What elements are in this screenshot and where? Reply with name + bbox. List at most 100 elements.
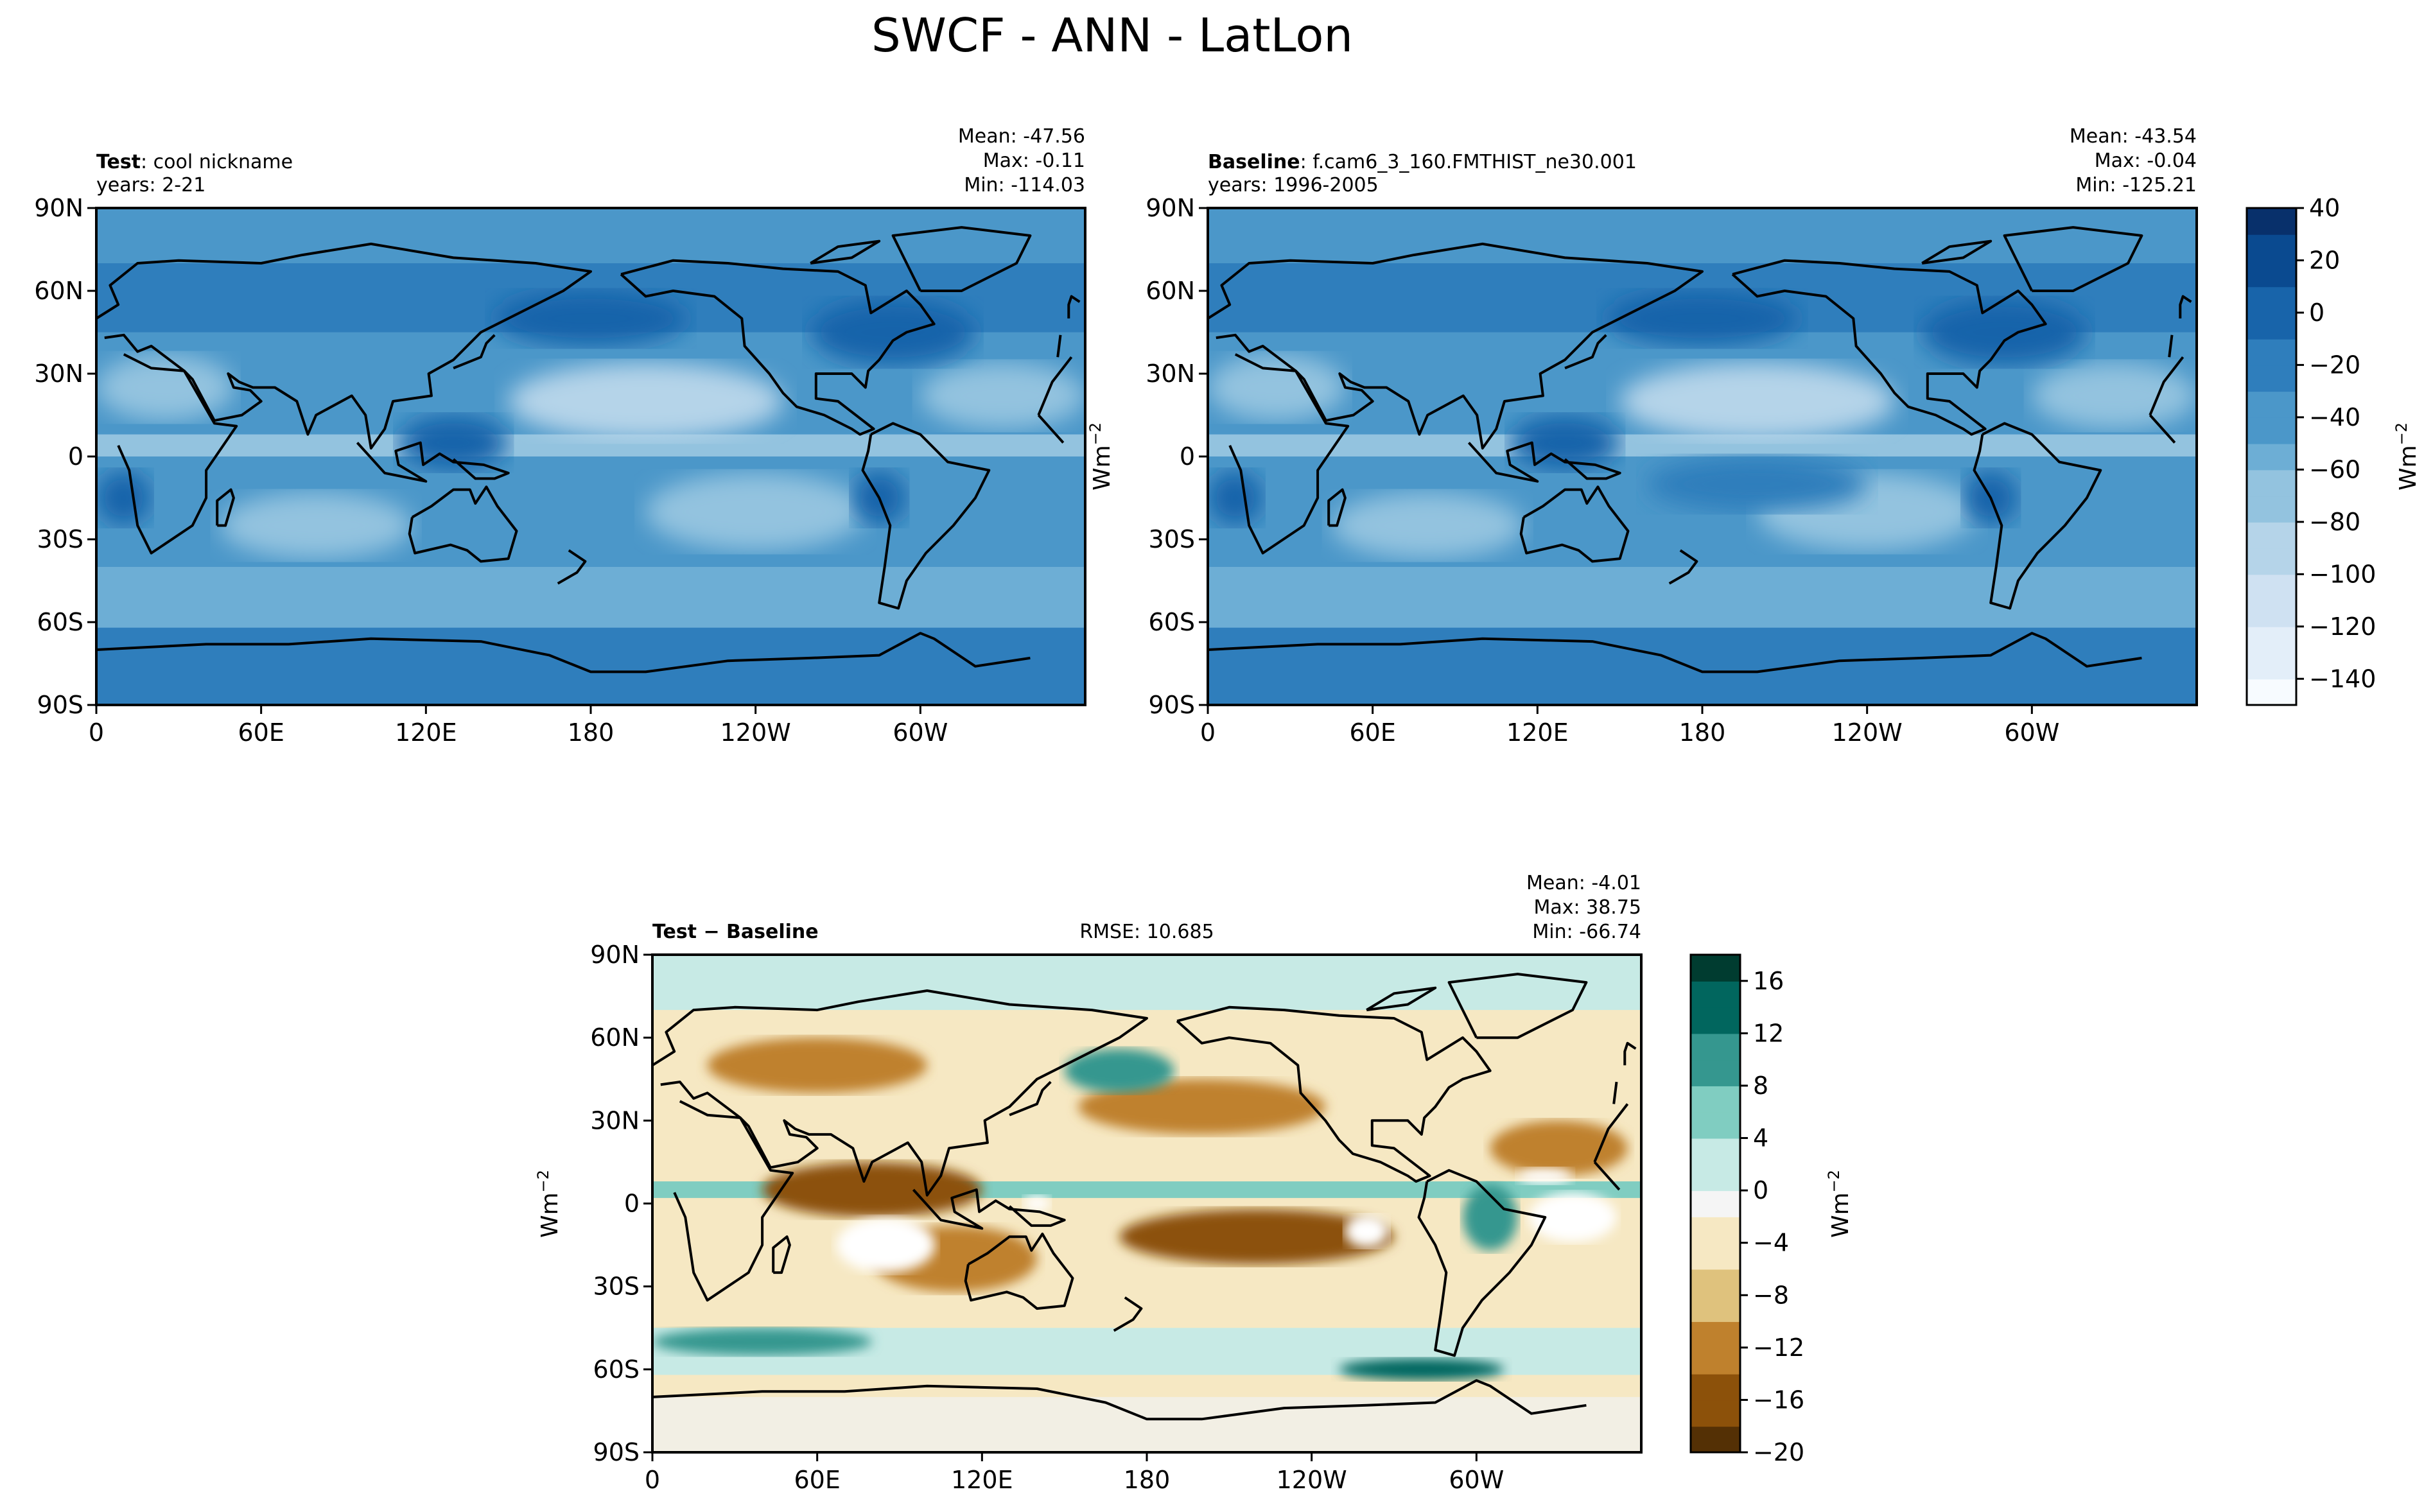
diff-madagascar-coast <box>772 1235 791 1274</box>
colorbar-blues-label-text: Wm <box>2395 445 2421 491</box>
baseline-mean: Mean: -43.54 <box>2070 125 2197 148</box>
diff-label: Test − Baseline <box>652 921 819 943</box>
colorbar-blues-tick-label: −140 <box>2309 665 2376 693</box>
diff-map-field <box>652 955 1641 1452</box>
field-warm-pool <box>398 415 509 471</box>
colorbar-diverging-label-text: Wm <box>1827 1192 1854 1238</box>
field-subtropical-indian <box>1331 492 1524 559</box>
colorbar-blues-swatch <box>2247 469 2296 497</box>
panel-difference: Test − Baseline RMSE: 10.685 Mean: -4.01… <box>534 872 1643 1494</box>
y-tick-label: 60N <box>1146 277 1195 305</box>
baseline-eurasia-coast <box>1208 242 2174 450</box>
test-coast-layer <box>96 226 1081 673</box>
diff-coastlines <box>652 973 1637 1421</box>
test-australia-coast <box>408 485 518 563</box>
colorbar-blues-swatch <box>2247 286 2296 313</box>
diff-north-pacific-negative <box>1078 1079 1326 1134</box>
x-tick-label: 120E <box>395 718 457 747</box>
colorbar-diverging-swatch <box>1691 1007 1740 1034</box>
colorbar-diverging-swatch <box>1691 1269 1740 1296</box>
test-mean: Mean: -47.56 <box>958 125 1085 148</box>
diff-x-axis: 0 60E 120E 180 120W 60W <box>645 1452 1504 1494</box>
colorbar-blues-tick-label: −100 <box>2309 560 2376 588</box>
baseline-coast-layer <box>1208 226 2192 673</box>
baseline-years: years: 1996-2005 <box>1208 174 1379 196</box>
colorbar-blues-swatch <box>2247 443 2296 471</box>
field-band-itcz <box>1208 434 2197 456</box>
field-north-pacific-storm <box>1606 291 1799 346</box>
colorbar-diverging-tick-label: −8 <box>1753 1281 1789 1309</box>
colorbar-blues-swatch <box>2247 626 2296 654</box>
baseline-japan-coast <box>1564 334 1607 370</box>
diff-africa-coast <box>673 1100 1629 1302</box>
baseline-indonesia-coast <box>1467 441 1621 483</box>
test-y-axis: 90N 60N 30N 0 30S 60S 90S <box>34 194 96 719</box>
test-x-axis: 0 60E 120E 180 120W 60W <box>89 705 948 747</box>
diff-ylabel-sup: −2 <box>534 1170 552 1192</box>
x-tick-label: 120E <box>1506 718 1569 747</box>
diff-drake-positive <box>1339 1358 1504 1381</box>
y-tick-label: 90N <box>1146 194 1195 222</box>
baseline-min: Min: -125.21 <box>2075 174 2197 196</box>
diff-southern-ocean-positive <box>652 1328 873 1356</box>
baseline-ylabel-sup: −2 <box>1086 422 1104 445</box>
diff-y-axis: 90N 60N 30N 0 30S 60S 90S <box>590 941 652 1466</box>
x-tick-label: 120W <box>1277 1466 1347 1494</box>
field-band-itcz <box>96 434 1085 456</box>
diff-eurasia-negative <box>707 1038 927 1093</box>
y-tick-label: 30N <box>1146 360 1195 388</box>
test-new-zealand-coast <box>557 549 587 585</box>
diff-rmse: RMSE: 10.685 <box>1079 921 1214 943</box>
field-subtropical-indian <box>220 492 412 559</box>
diff-band-arctic <box>652 955 1641 1011</box>
baseline-x-axis: 0 60E 120E 180 120W 60W <box>1200 705 2059 747</box>
field-baseline-cold-tongue <box>1647 456 1867 512</box>
colorbar-blues-label-sup: −2 <box>2393 422 2411 445</box>
diff-uk-coast <box>1623 1041 1637 1066</box>
x-tick-label: 60E <box>238 718 284 747</box>
colorbar-blues-tick-label: 20 <box>2309 246 2340 274</box>
colorbar-blues-swatch <box>2247 548 2296 575</box>
y-tick-label: 30N <box>590 1106 640 1134</box>
x-tick-label: 0 <box>89 718 104 747</box>
test-coastlines <box>96 226 1081 673</box>
colorbar-diverging-swatch <box>1691 1242 1740 1270</box>
baseline-label-text: : f.cam6_3_160.FMTHIST_ne30.001 <box>1300 151 1637 173</box>
x-tick-label: 60W <box>893 718 948 747</box>
field-subtropical-south-pacific <box>645 473 866 551</box>
test-max: Max: -0.11 <box>983 150 1085 172</box>
baseline-greenland-coast <box>2003 226 2143 292</box>
diff-north-pacific-positive <box>1064 1048 1174 1093</box>
y-tick-label: 90N <box>590 941 640 969</box>
test-label: Test: cool nickname <box>96 151 293 173</box>
y-tick-label: 30S <box>1149 525 1195 553</box>
baseline-coastlines <box>1208 226 2192 673</box>
diff-max: Max: 38.75 <box>1533 896 1641 919</box>
y-tick-label: 60N <box>34 277 83 305</box>
diff-mean: Mean: -4.01 <box>1526 872 1641 894</box>
diff-coast-layer <box>652 973 1637 1421</box>
field-band-southern-ocean <box>96 567 1085 628</box>
x-tick-label: 180 <box>568 718 615 747</box>
colorbar-diverging-swatch <box>1691 1164 1740 1192</box>
diff-greenland-coast <box>1447 973 1588 1039</box>
diff-missing-warm-pool <box>1023 1195 1051 1212</box>
colorbar-diverging-label: Wm−2 <box>1825 1170 1854 1238</box>
y-tick-label: 90S <box>37 691 83 719</box>
test-south-america-coast <box>861 422 991 610</box>
baseline-ylabel-text: Wm <box>1089 445 1115 491</box>
colorbar-blues-swatch <box>2247 496 2296 523</box>
field-band-antarctic <box>96 627 1085 705</box>
colorbar-diverging-frame <box>1689 953 1741 1454</box>
colorbar-blues-swatch <box>2247 600 2296 627</box>
test-japan-coast <box>453 334 496 370</box>
colorbar-diverging-label-sup: −2 <box>1825 1170 1843 1192</box>
field-namibia-stratocumulus <box>96 470 152 526</box>
colorbar-blues-frame <box>2246 207 2298 706</box>
diff-field-layer <box>652 955 1641 1452</box>
colorbar-diverging-swatch <box>1691 1111 1740 1139</box>
y-tick-label: 60N <box>590 1023 640 1052</box>
colorbar-blues-swatch <box>2247 652 2296 680</box>
test-africa-coast <box>117 353 1073 555</box>
